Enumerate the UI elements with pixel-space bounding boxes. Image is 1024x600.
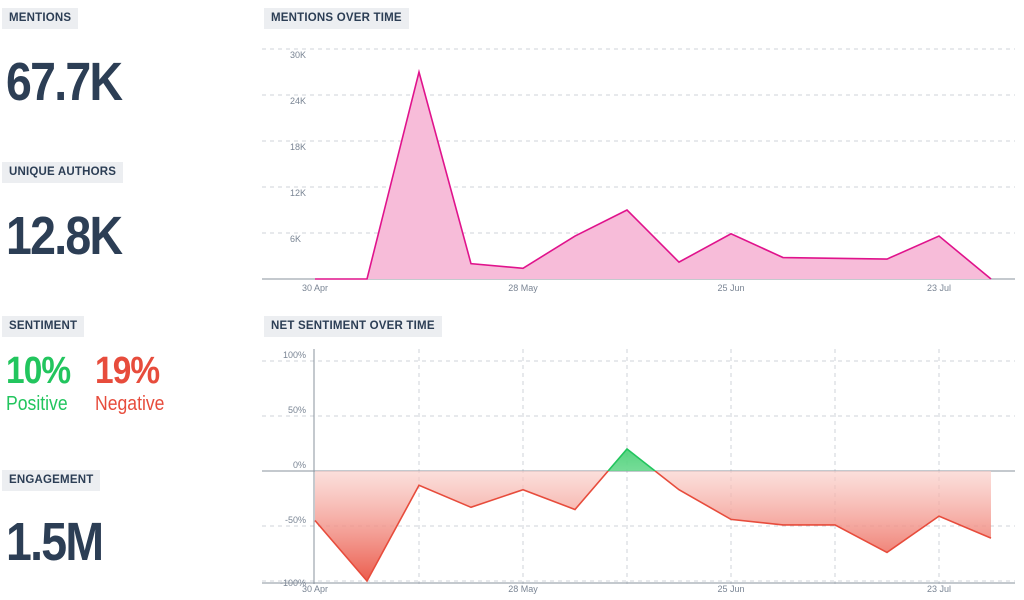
engagement-label: ENGAGEMENT <box>2 470 101 491</box>
unique-authors-label: UNIQUE AUTHORS <box>2 162 124 183</box>
x-tick-label: 28 May <box>508 283 538 293</box>
positive-label: Positive <box>6 393 68 415</box>
mentions-area <box>315 72 991 279</box>
x-tick-label: 30 Apr <box>302 584 328 594</box>
y-tick-label: 50% <box>288 405 306 415</box>
sentiment-chart-title: NET SENTIMENT OVER TIME <box>264 316 442 337</box>
negative-label: Negative <box>95 393 165 415</box>
positive-sentiment-line <box>607 447 657 471</box>
y-tick-label: 24K <box>290 96 306 106</box>
negative-sentiment-line <box>314 471 992 583</box>
negative-percent: 19% <box>95 350 160 392</box>
x-tick-label: 23 Jul <box>927 283 951 293</box>
x-tick-label: 23 Jul <box>927 584 951 594</box>
x-tick-label: 25 Jun <box>717 584 744 594</box>
x-tick-label: 25 Jun <box>717 283 744 293</box>
y-tick-label: -50% <box>285 515 306 525</box>
x-tick-label: 30 Apr <box>302 283 328 293</box>
y-tick-label: 6K <box>290 234 301 244</box>
y-tick-label: 30K <box>290 50 306 60</box>
positive-percent: 10% <box>6 350 71 392</box>
x-tick-label: 28 May <box>508 584 538 594</box>
engagement-value: 1.5M <box>6 512 104 572</box>
unique-authors-value: 12.8K <box>6 206 123 266</box>
y-tick-label: 18K <box>290 142 306 152</box>
sentiment-label: SENTIMENT <box>2 316 85 337</box>
y-tick-label: 0% <box>293 460 306 470</box>
y-tick-label: 100% <box>283 350 306 360</box>
mentions-value: 67.7K <box>6 52 123 112</box>
negative-sentiment-area <box>315 471 991 581</box>
mentions-line <box>315 68 992 280</box>
mentions-chart-title: MENTIONS OVER TIME <box>264 8 409 29</box>
mentions-label: MENTIONS <box>2 8 79 29</box>
y-tick-label: 12K <box>290 188 306 198</box>
